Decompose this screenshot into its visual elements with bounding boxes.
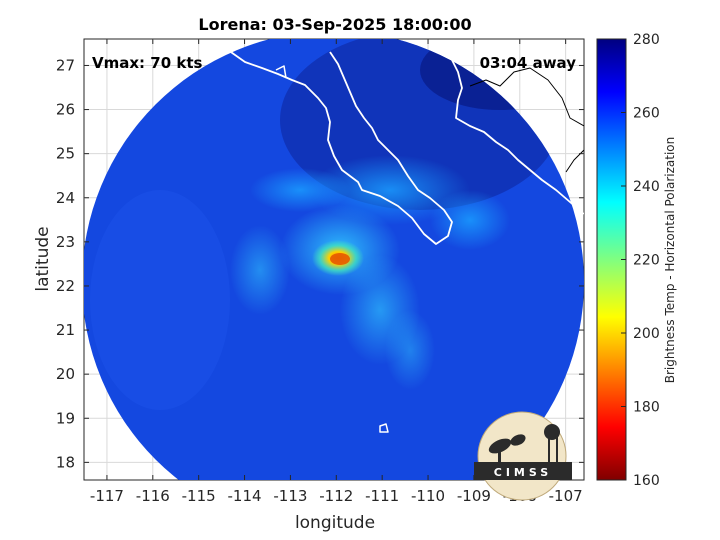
x-tick-label: -107	[549, 487, 583, 505]
colorbar-tick-label: 160	[633, 473, 660, 489]
y-axis-label: latitude	[33, 226, 53, 291]
colorbar-tick-label: 200	[633, 326, 660, 342]
x-tick-label: -114	[228, 487, 262, 505]
vmax-annotation: Vmax: 70 kts	[92, 54, 202, 72]
x-tick-label: -112	[319, 487, 353, 505]
y-axis-ticks: 18 19 20 21 22 23 24 25 26 27	[56, 56, 584, 471]
colorbar-label: Brightness Temp - Horizontal Polarizatio…	[663, 137, 677, 384]
colorbar-tick-label: 220	[633, 253, 660, 269]
x-tick-label: -113	[273, 487, 307, 505]
y-tick-label: 24	[56, 189, 75, 207]
chart-title: Lorena: 03-Sep-2025 18:00:00	[198, 15, 471, 34]
x-tick-label: -117	[90, 487, 124, 505]
y-tick-label: 23	[56, 233, 75, 251]
coastline	[227, 49, 584, 433]
x-tick-label: -109	[457, 487, 491, 505]
y-tick-label: 21	[56, 321, 75, 339]
x-tick-label: -116	[136, 487, 170, 505]
y-tick-label: 26	[56, 101, 75, 119]
x-tick-label: -110	[411, 487, 445, 505]
y-tick-label: 27	[56, 56, 75, 74]
x-tick-label: -115	[182, 487, 216, 505]
time-away-annotation: 03:04 away	[480, 54, 577, 72]
y-tick-label: 20	[56, 365, 75, 383]
y-tick-label: 22	[56, 277, 75, 295]
x-tick-label: -111	[365, 487, 399, 505]
colorbar-tick-label: 280	[633, 32, 660, 48]
colorbar-tick-label: 260	[633, 106, 660, 122]
y-tick-label: 25	[56, 145, 75, 163]
colorbar-tick-label: 180	[633, 400, 660, 416]
cimss-logo-text: CIMSS	[494, 466, 552, 479]
colorbar-tick-label: 240	[633, 179, 660, 195]
cimss-logo: CIMSS	[474, 411, 572, 501]
y-tick-label: 19	[56, 409, 75, 427]
y-tick-label: 18	[56, 453, 75, 471]
colorbar-ticks: 160 180 200 220 240 260 280	[621, 32, 660, 489]
x-axis-label: longitude	[295, 513, 375, 533]
